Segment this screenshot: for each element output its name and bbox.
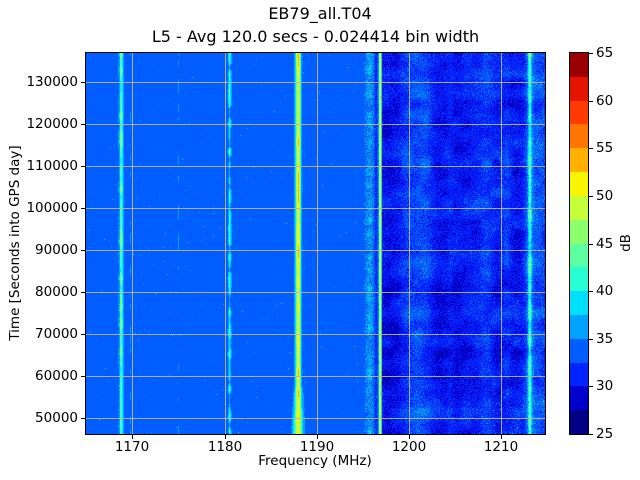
y-tick-label: 110000 (26, 158, 78, 174)
y-tick-mark (81, 418, 85, 419)
colorbar-tick-label: 60 (596, 93, 614, 109)
plot-area (85, 52, 546, 435)
plot-subtitle: L5 - Avg 120.0 secs - 0.024414 bin width (151, 27, 480, 46)
colorbar-tick-label: 35 (596, 331, 614, 347)
colorbar-tick-mark (589, 434, 593, 435)
y-tick-label: 90000 (35, 242, 78, 258)
colorbar-segment (570, 76, 588, 101)
x-axis-label: Frequency (MHz) (258, 453, 372, 469)
y-tick-mark (81, 208, 85, 209)
colorbar-segment (570, 386, 588, 411)
y-tick-label: 80000 (35, 284, 78, 300)
colorbar-tick-label: 45 (596, 236, 614, 252)
colorbar-segment (570, 53, 588, 77)
colorbar-segment (570, 172, 588, 196)
colorbar-tick-label: 50 (596, 188, 614, 204)
colorbar-tick-mark (589, 148, 593, 149)
x-tick-mark (225, 435, 226, 439)
y-tick-mark (81, 124, 85, 125)
colorbar-tick-mark (589, 196, 593, 197)
y-tick-mark (81, 376, 85, 377)
colorbar (569, 52, 589, 435)
colorbar-tick-label: 25 (596, 426, 614, 442)
colorbar-tick-mark (589, 244, 593, 245)
colorbar-tick-label: 40 (596, 283, 614, 299)
x-tick-label: 1170 (114, 439, 150, 455)
figure-title: EB79_all.T04 (268, 4, 372, 23)
colorbar-tick-label: 65 (596, 45, 614, 61)
y-tick-mark (81, 166, 85, 167)
colorbar-segment (570, 195, 588, 220)
colorbar-tick-label: 30 (596, 378, 614, 394)
colorbar-segment (570, 267, 588, 292)
x-tick-mark (501, 435, 502, 439)
y-tick-mark (81, 292, 85, 293)
y-tick-mark (81, 334, 85, 335)
x-tick-mark (409, 435, 410, 439)
x-tick-label: 1200 (391, 439, 427, 455)
colorbar-segment (570, 410, 588, 434)
y-tick-label: 130000 (26, 74, 78, 90)
y-tick-label: 100000 (26, 200, 78, 216)
colorbar-tick-label: 55 (596, 140, 614, 156)
colorbar-segment (570, 314, 588, 339)
x-tick-mark (317, 435, 318, 439)
spectrogram-heatmap (86, 53, 545, 434)
x-tick-label: 1210 (483, 439, 519, 455)
x-tick-mark (132, 435, 133, 439)
colorbar-segment (570, 362, 588, 387)
colorbar-segment (570, 148, 588, 173)
colorbar-segment (570, 291, 588, 315)
y-tick-label: 120000 (26, 116, 78, 132)
colorbar-segment (570, 338, 588, 363)
y-tick-label: 70000 (35, 326, 78, 342)
colorbar-segment (570, 243, 588, 268)
colorbar-segment (570, 100, 588, 125)
y-tick-label: 50000 (35, 410, 78, 426)
colorbar-tick-mark (589, 339, 593, 340)
colorbar-segment (570, 219, 588, 244)
colorbar-tick-mark (589, 386, 593, 387)
colorbar-segment (570, 124, 588, 149)
x-tick-label: 1180 (207, 439, 243, 455)
y-tick-label: 60000 (35, 368, 78, 384)
colorbar-tick-mark (589, 101, 593, 102)
colorbar-tick-mark (589, 291, 593, 292)
y-tick-mark (81, 250, 85, 251)
y-tick-mark (81, 82, 85, 83)
colorbar-tick-mark (589, 53, 593, 54)
x-tick-label: 1190 (299, 439, 335, 455)
